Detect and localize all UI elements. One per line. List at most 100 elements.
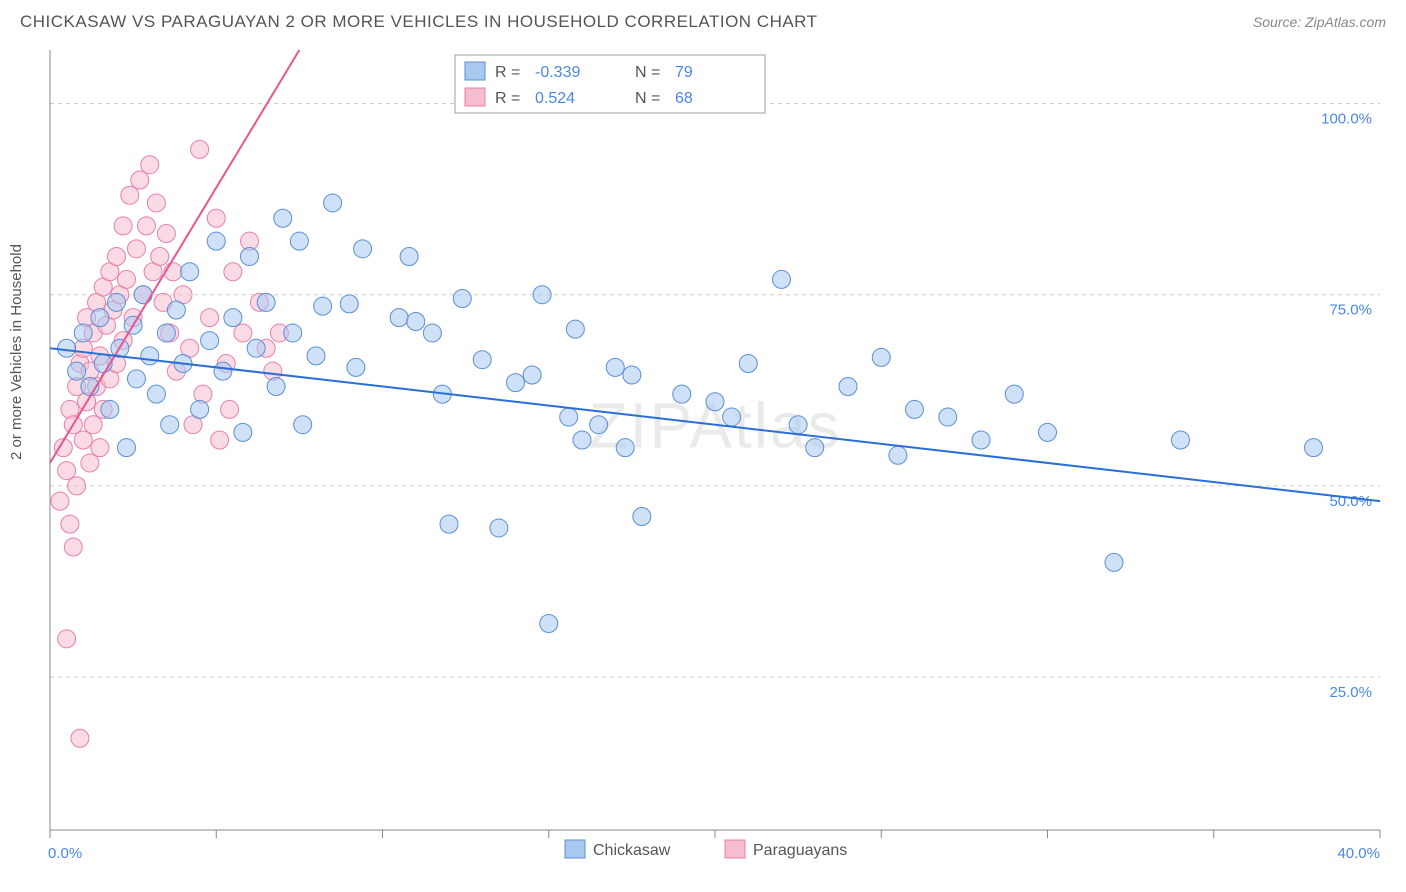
paraguayans-point [51,492,69,510]
chickasaw-point [314,297,332,315]
chickasaw-point [284,324,302,342]
paraguayans-point [137,217,155,235]
chickasaw-point [340,295,358,313]
r-value-blue: -0.339 [535,64,580,81]
paraguayans-point [191,140,209,158]
chickasaw-point [68,362,86,380]
y-tick-label: 100.0% [1321,111,1372,128]
chickasaw-point [347,358,365,376]
chickasaw-point [616,439,634,457]
paraguayans-point [61,515,79,533]
paraguayans-trend-line [50,50,299,463]
bottom-swatch-chickasaw [565,840,585,858]
paraguayans-point [221,400,239,418]
chickasaw-point [274,209,292,227]
paraguayans-point [207,209,225,227]
chart-area: 2 or more Vehicles in Household 25.0%50.… [0,40,1406,880]
chickasaw-point [290,232,308,250]
chickasaw-point [257,293,275,311]
paraguayans-point [114,217,132,235]
chickasaw-point [939,408,957,426]
paraguayans-point [141,156,159,174]
chickasaw-point [889,446,907,464]
chickasaw-point [972,431,990,449]
chickasaw-point [872,348,890,366]
chickasaw-point [1305,439,1323,457]
chickasaw-point [214,362,232,380]
bottom-legend-label: Chickasaw [593,842,671,859]
paraguayans-point [58,462,76,480]
paraguayans-point [71,729,89,747]
chickasaw-point [906,400,924,418]
chickasaw-point [241,247,259,265]
chickasaw-point [294,416,312,434]
chickasaw-point [633,507,651,525]
x-tick-label: 0.0% [48,845,82,862]
chickasaw-point [507,374,525,392]
chickasaw-point [201,332,219,350]
chickasaw-point [108,293,126,311]
chickasaw-point [247,339,265,357]
chickasaw-point [134,286,152,304]
chickasaw-point [267,377,285,395]
chickasaw-point [167,301,185,319]
chickasaw-point [191,400,209,418]
chickasaw-point [423,324,441,342]
chickasaw-point [839,377,857,395]
chickasaw-point [723,408,741,426]
paraguayans-point [164,263,182,281]
paraguayans-point [201,309,219,327]
n-value-blue: 79 [675,64,693,81]
chickasaw-point [1005,385,1023,403]
chickasaw-point [91,309,109,327]
chickasaw-point [673,385,691,403]
chickasaw-point [324,194,342,212]
chickasaw-point [157,324,175,342]
chickasaw-point [354,240,372,258]
r-label: R = [495,64,520,81]
n-value-pink: 68 [675,90,693,107]
chickasaw-point [490,519,508,537]
paraguayans-point [91,439,109,457]
chickasaw-point [207,232,225,250]
y-axis-label: 2 or more Vehicles in Household [8,244,25,460]
n-label: N = [635,90,660,107]
paraguayans-point [58,630,76,648]
r-value-pink: 0.524 [535,90,575,107]
chickasaw-point [390,309,408,327]
paraguayans-point [147,194,165,212]
paraguayans-swatch [465,88,485,106]
paraguayans-point [74,431,92,449]
chickasaw-point [58,339,76,357]
chickasaw-point [147,385,165,403]
chickasaw-point [74,324,92,342]
chickasaw-point [181,263,199,281]
chickasaw-point [706,393,724,411]
paraguayans-point [84,416,102,434]
paraguayans-point [131,171,149,189]
n-label: N = [635,64,660,81]
paraguayans-point [108,247,126,265]
bottom-legend-label: Paraguayans [753,842,847,859]
paraguayans-point [151,247,169,265]
paraguayans-point [224,263,242,281]
chickasaw-point [566,320,584,338]
paraguayans-point [211,431,229,449]
chickasaw-point [789,416,807,434]
chickasaw-point [806,439,824,457]
chickasaw-point [224,309,242,327]
bottom-swatch-paraguayans [725,840,745,858]
chickasaw-point [161,416,179,434]
chickasaw-point [101,400,119,418]
paraguayans-point [127,240,145,258]
source-label: Source: ZipAtlas.com [1253,14,1386,30]
chickasaw-point [773,270,791,288]
r-label: R = [495,90,520,107]
chickasaw-point [400,247,418,265]
chickasaw-point [127,370,145,388]
paraguayans-point [64,538,82,556]
chickasaw-point [1039,423,1057,441]
chickasaw-point [540,615,558,633]
scatter-chart: 25.0%50.0%75.0%100.0%ZIPAtlas0.0%40.0%R … [0,40,1406,880]
chickasaw-point [1105,553,1123,571]
